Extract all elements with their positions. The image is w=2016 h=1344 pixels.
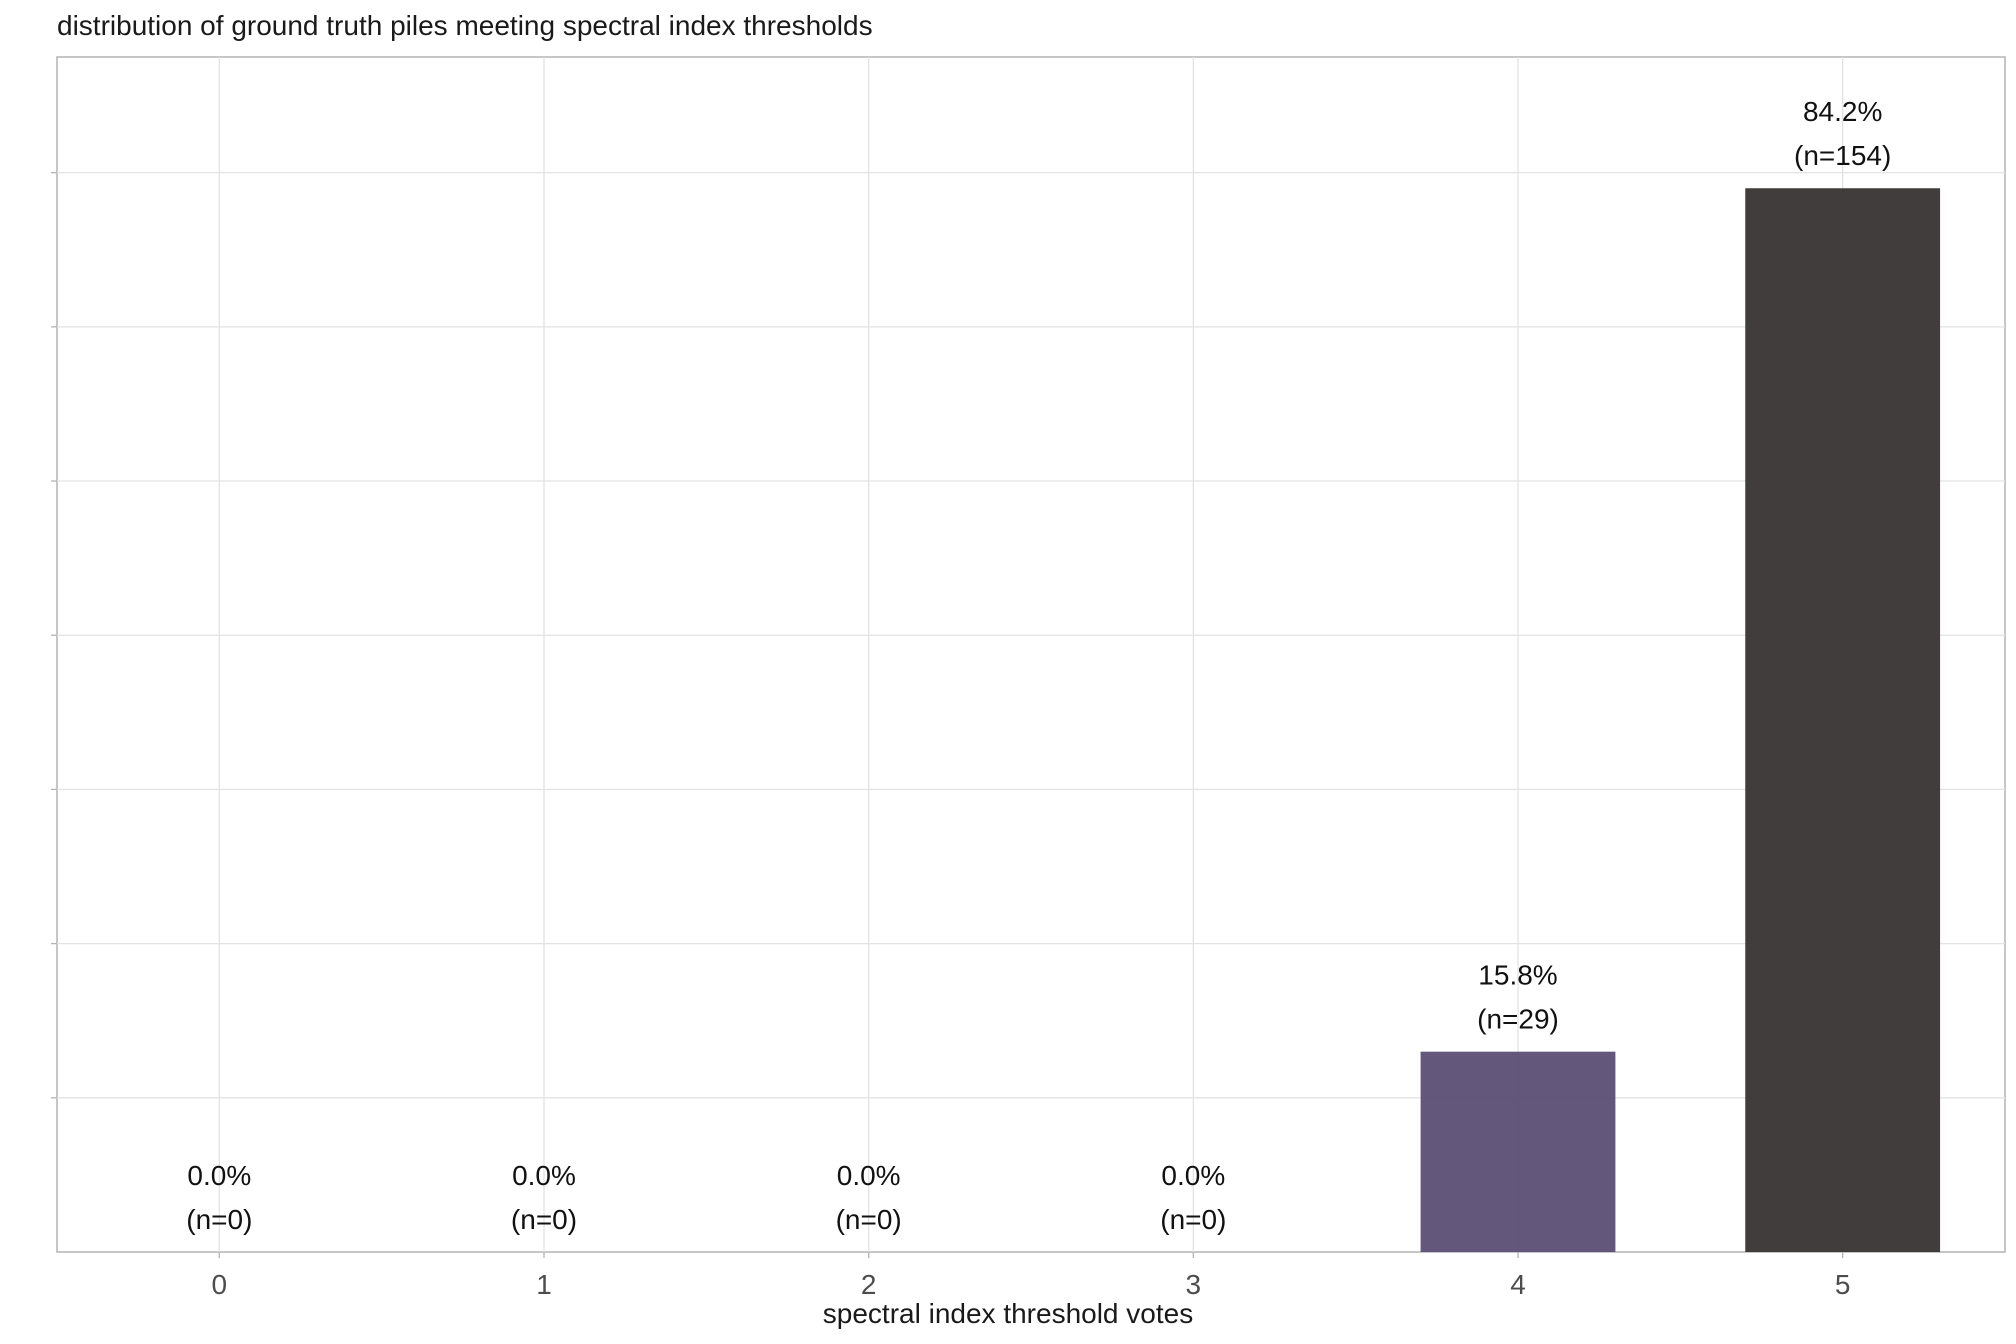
bar-4 [1420,1051,1616,1252]
x-tick-label: 0 [212,1269,228,1300]
percent-label: 15.8% [1478,960,1557,991]
x-tick-label: 2 [861,1269,877,1300]
percent-label: 0.0% [1161,1160,1225,1191]
count-label: (n=0) [511,1204,577,1235]
count-label: (n=154) [1794,140,1891,171]
percent-label: 0.0% [837,1160,901,1191]
count-label: (n=0) [186,1204,252,1235]
chart-title: distribution of ground truth piles meeti… [57,10,873,41]
percent-label: 0.0% [187,1160,251,1191]
x-tick-label: 1 [536,1269,552,1300]
count-label: (n=0) [836,1204,902,1235]
x-tick-label: 3 [1186,1269,1202,1300]
percent-label: 0.0% [512,1160,576,1191]
data-labels: 0.0% (n=0) 0.0% (n=0) 0.0% (n=0) 0.0% (n=0) 15.8… [186,96,1891,1235]
bars [1420,188,1941,1252]
count-label: (n=29) [1477,1004,1559,1035]
plot-panel [56,56,2006,1253]
x-axis-label: spectral index threshold votes [822,1298,1194,1329]
count-label: (n=0) [1160,1204,1226,1235]
x-tick-label: 4 [1510,1269,1526,1300]
x-tick-label: 5 [1835,1269,1851,1300]
percent-label: 84.2% [1803,96,1882,127]
x-axis-ticks: 0 1 2 3 4 5 [212,1252,1851,1300]
bar-5 [1745,188,1941,1252]
